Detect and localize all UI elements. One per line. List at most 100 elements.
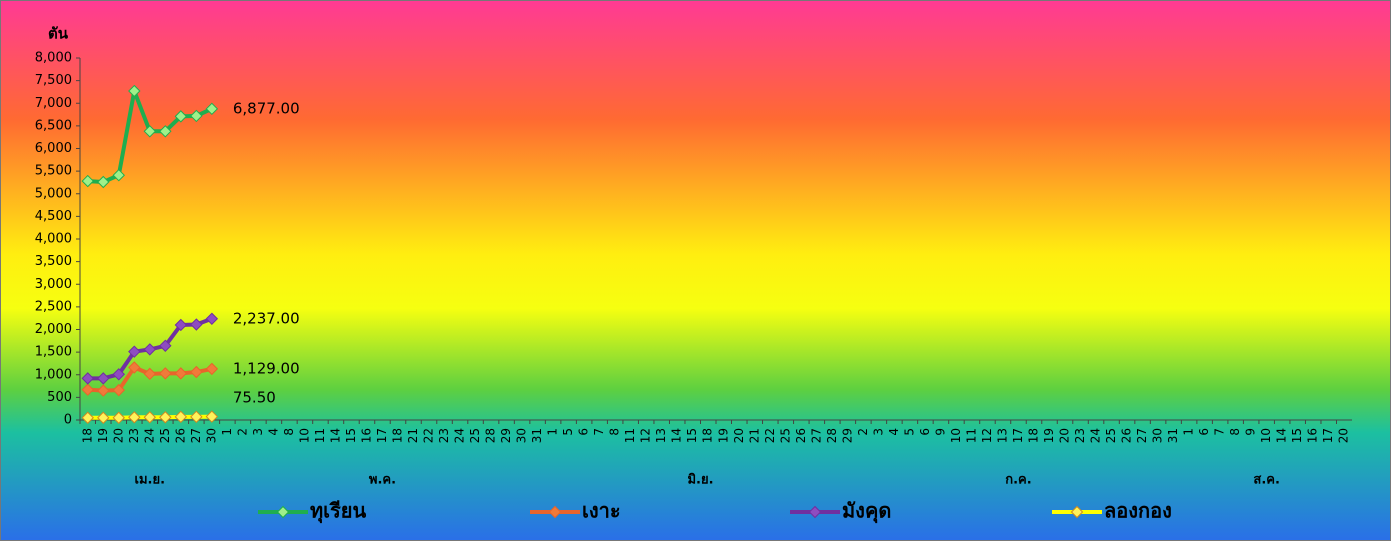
- x-tick-label: 10: [297, 428, 311, 443]
- legend-marker: [808, 505, 822, 519]
- data-point: [112, 368, 125, 381]
- x-tick-label: 26: [794, 428, 808, 443]
- x-tick-label: 30: [1151, 428, 1165, 443]
- x-tick-label: 17: [1321, 428, 1335, 443]
- x-tick-label: 6: [918, 428, 932, 436]
- x-tick-label: 10: [949, 428, 963, 443]
- x-tick-label: 19: [716, 428, 730, 443]
- x-tick-label: 31: [1166, 428, 1180, 443]
- x-tick-label: 25: [468, 428, 482, 443]
- data-point: [190, 318, 203, 331]
- x-tick-label: 22: [763, 428, 777, 443]
- x-tick-label: 30: [204, 428, 218, 443]
- x-tick-label: 27: [189, 428, 203, 443]
- data-point: [174, 410, 188, 424]
- data-point: [112, 411, 125, 424]
- x-tick-label: 23: [1073, 428, 1087, 443]
- x-tick-label: 11: [964, 428, 978, 443]
- x-tick-label: 19: [96, 428, 110, 443]
- data-point: [174, 367, 188, 380]
- x-tick-label: 25: [1104, 428, 1118, 443]
- data-point: [190, 410, 203, 424]
- legend-label: ลองกอง: [1104, 499, 1172, 523]
- month-label: มิ.ย.: [687, 473, 713, 488]
- y-tick-label: 0: [64, 413, 72, 428]
- x-tick-label: 20: [1337, 428, 1351, 443]
- month-label: ส.ค.: [1253, 473, 1280, 488]
- data-point: [112, 168, 125, 182]
- data-point: [190, 365, 203, 379]
- legend-marker: [548, 505, 562, 519]
- x-tick-label: 17: [375, 428, 389, 443]
- y-tick-label: 7,500: [35, 73, 72, 88]
- x-tick-label: 11: [313, 428, 327, 443]
- x-tick-label: 19: [1042, 428, 1056, 443]
- x-tick-label: 29: [840, 428, 854, 443]
- x-tick-label: 15: [1290, 428, 1304, 443]
- month-label: พ.ค.: [369, 473, 396, 488]
- value-label: 6,877.00: [233, 99, 300, 117]
- month-label: เม.ย.: [135, 473, 166, 488]
- x-tick-label: 2: [856, 428, 870, 436]
- data-point: [159, 367, 172, 380]
- y-axis-label: ตัน: [48, 25, 69, 43]
- x-tick-label: 20: [111, 428, 125, 443]
- data-point: [128, 411, 141, 424]
- data-point: [81, 411, 94, 424]
- x-tick-label: 15: [685, 428, 699, 443]
- y-tick-label: 4,500: [35, 209, 72, 224]
- data-point: [143, 343, 157, 356]
- legend-marker: [276, 505, 290, 519]
- x-tick-label: 2: [235, 428, 249, 436]
- data-point: [174, 318, 188, 332]
- x-tick-label: 6: [1197, 428, 1211, 436]
- y-tick-label: 1,000: [35, 367, 72, 382]
- month-label: ก.ค.: [1005, 473, 1031, 488]
- data-point: [97, 372, 110, 385]
- x-tick-label: 20: [732, 428, 746, 443]
- x-tick-label: 8: [282, 428, 296, 436]
- x-tick-label: 15: [344, 428, 358, 443]
- x-tick-label: 9: [933, 428, 947, 436]
- y-tick-label: 500: [47, 390, 72, 405]
- legend-marker: [1070, 505, 1084, 519]
- data-point: [205, 362, 219, 376]
- x-tick-label: 16: [1306, 428, 1320, 443]
- data-point: [174, 110, 188, 123]
- x-tick-label: 18: [1027, 428, 1041, 443]
- x-tick-label: 18: [391, 428, 405, 443]
- x-tick-label: 24: [1089, 428, 1103, 443]
- y-tick-label: 1,500: [35, 345, 72, 360]
- x-tick-label: 7: [592, 428, 606, 436]
- x-tick-label: 9: [1244, 428, 1258, 436]
- data-point: [81, 383, 94, 396]
- data-point: [143, 411, 157, 424]
- x-tick-label: 22: [422, 428, 436, 443]
- x-tick-label: 14: [670, 428, 684, 443]
- legend-label: เงาะ: [582, 499, 621, 523]
- x-tick-label: 31: [530, 428, 544, 443]
- y-tick-label: 3,500: [35, 254, 72, 269]
- x-tick-label: 14: [1275, 428, 1289, 443]
- data-point: [128, 361, 141, 374]
- data-point: [97, 411, 110, 424]
- data-point: [81, 372, 94, 385]
- x-tick-label: 14: [328, 428, 342, 443]
- y-tick-label: 5,000: [35, 186, 72, 201]
- x-tick-label: 21: [747, 428, 761, 443]
- x-tick-label: 24: [142, 428, 156, 443]
- x-tick-label: 25: [778, 428, 792, 443]
- data-point: [143, 125, 157, 138]
- x-tick-label: 11: [623, 428, 637, 443]
- data-point: [205, 312, 219, 325]
- data-point: [159, 339, 172, 352]
- data-point: [128, 84, 141, 98]
- y-tick-label: 6,500: [35, 118, 72, 133]
- data-point: [190, 109, 203, 123]
- x-tick-label: 12: [980, 428, 994, 443]
- x-tick-label: 18: [80, 428, 94, 443]
- data-point: [112, 383, 125, 397]
- y-tick-label: 7,000: [35, 96, 72, 111]
